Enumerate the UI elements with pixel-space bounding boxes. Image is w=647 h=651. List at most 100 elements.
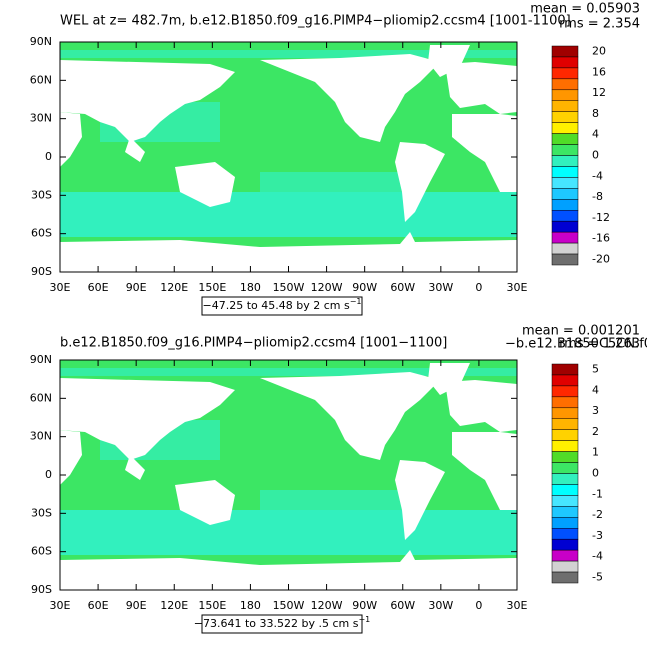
colorbar-label: -1	[592, 487, 603, 500]
x-tick-label: 150W	[273, 599, 305, 612]
y-tick-label: 90N	[30, 35, 52, 48]
colorbar-box	[551, 396, 579, 409]
y-tick-label: 30N	[30, 430, 52, 443]
colorbar-label: 5	[592, 362, 599, 375]
colorbar-box	[551, 177, 579, 189]
colorbar-label: 3	[592, 404, 599, 417]
rms-stat: rms = 1.263	[559, 337, 640, 352]
colorbar-label: -2	[592, 508, 603, 521]
y-tick-label: 60N	[30, 391, 52, 404]
colorbar-label: -16	[592, 232, 610, 245]
colorbar-label: -5	[592, 571, 603, 584]
y-tick-label: 30S	[31, 188, 52, 201]
y-tick-label: 60S	[31, 227, 52, 240]
colorbar-box	[551, 231, 579, 244]
colorbar-label: 4	[592, 383, 599, 396]
colorbar-box	[551, 385, 579, 398]
x-tick-label: 180	[240, 599, 261, 612]
colorbar-box	[551, 549, 579, 562]
x-tick-label: 90E	[126, 599, 147, 612]
x-tick-label: 30E	[50, 599, 71, 612]
colorbar-box	[551, 517, 579, 529]
colorbar-box	[551, 155, 579, 167]
panels: WEL at z= 482.7m, b.e12.B1850.f09_g16.PI…	[30, 2, 647, 634]
x-tick-label: 30W	[428, 281, 453, 294]
rms-stat: rms = 2.354	[559, 17, 640, 32]
colorbar-box	[551, 538, 579, 551]
y-tick-label: 60N	[30, 73, 52, 86]
x-tick-label: 0	[475, 599, 482, 612]
panel: WEL at z= 482.7m, b.e12.B1850.f09_g16.PI…	[30, 2, 640, 316]
colorbar-box	[551, 440, 579, 452]
range-box	[201, 614, 363, 634]
colorbar-label: 20	[592, 44, 606, 57]
colorbar-box	[551, 484, 579, 496]
x-tick-label: 90W	[352, 599, 377, 612]
range-box	[201, 296, 363, 316]
x-tick-label: 30E	[507, 281, 528, 294]
x-tick-label: 30W	[428, 599, 453, 612]
colorbar-box	[551, 473, 579, 485]
x-tick-label: 0	[475, 281, 482, 294]
colorbar-box	[551, 45, 579, 58]
map-field	[60, 42, 517, 272]
colorbar-label: 4	[592, 128, 599, 141]
x-tick-label: 180	[240, 281, 261, 294]
colorbar-box	[551, 495, 579, 507]
x-tick-label: 120E	[160, 599, 188, 612]
colorbar-box	[551, 560, 579, 573]
colorbar-box	[551, 253, 579, 266]
colorbar-box	[551, 67, 579, 80]
colorbar-label: 2	[592, 425, 599, 438]
colorbar-box	[551, 429, 579, 441]
range-note: −73.641 to 33.522 by .5 cm s−1	[194, 615, 371, 631]
range-exponent: −1	[350, 297, 362, 306]
colorbar-label: -3	[592, 529, 603, 542]
y-tick-label: 0	[45, 468, 52, 481]
colorbar-box	[551, 506, 579, 518]
y-tick-label: 90S	[31, 265, 52, 278]
x-tick-label: 60E	[88, 599, 109, 612]
x-tick-label: 90E	[126, 281, 147, 294]
y-tick-label: 90S	[31, 583, 52, 596]
colorbar-label: -4	[592, 169, 603, 182]
y-tick-label: 90N	[30, 353, 52, 366]
colorbar-box	[551, 451, 579, 463]
colorbar-box	[551, 188, 579, 200]
colorbar-label: 0	[592, 467, 599, 480]
colorbar-label: 1	[592, 446, 599, 459]
x-tick-label: 30E	[507, 599, 528, 612]
overlay-title: −b.e12.B1850C5CN.f0	[505, 337, 647, 352]
x-tick-label: 150E	[198, 281, 226, 294]
colorbar-box	[551, 210, 579, 222]
panel-title: WEL at z= 482.7m, b.e12.B1850.f09_g16.PI…	[60, 14, 571, 29]
x-tick-label: 150E	[198, 599, 226, 612]
colorbar-box	[551, 133, 579, 145]
colorbar-box	[551, 374, 579, 387]
x-tick-label: 30E	[50, 281, 71, 294]
colorbar-label: 12	[592, 86, 606, 99]
map-field	[60, 360, 517, 590]
colorbar-box	[551, 242, 579, 255]
x-tick-label: 120E	[160, 281, 188, 294]
colorbar-box	[551, 199, 579, 211]
colorbar-label: -20	[592, 253, 610, 266]
colorbar-label: 8	[592, 107, 599, 120]
colorbar-label: -8	[592, 190, 603, 203]
x-tick-label: 60W	[390, 281, 415, 294]
colorbar-box	[551, 166, 579, 178]
x-tick-label: 60E	[88, 281, 109, 294]
mean-stat: mean = 0.05903	[530, 2, 640, 17]
mean-stat: mean = 0.001201	[522, 324, 640, 339]
y-tick-label: 30N	[30, 112, 52, 125]
colorbar-box	[551, 122, 579, 134]
x-tick-label: 120W	[311, 281, 343, 294]
colorbar-box	[551, 100, 579, 112]
colorbar-box	[551, 111, 579, 123]
colorbar-box	[551, 220, 579, 233]
colorbar-box	[551, 78, 579, 91]
range-text: −73.641 to 33.522 by .5 cm s	[194, 617, 359, 630]
panel-title: b.e12.B1850.f09_g16.PIMP4−pliomip2.ccsm4…	[60, 336, 447, 351]
colorbar-box	[551, 528, 579, 540]
